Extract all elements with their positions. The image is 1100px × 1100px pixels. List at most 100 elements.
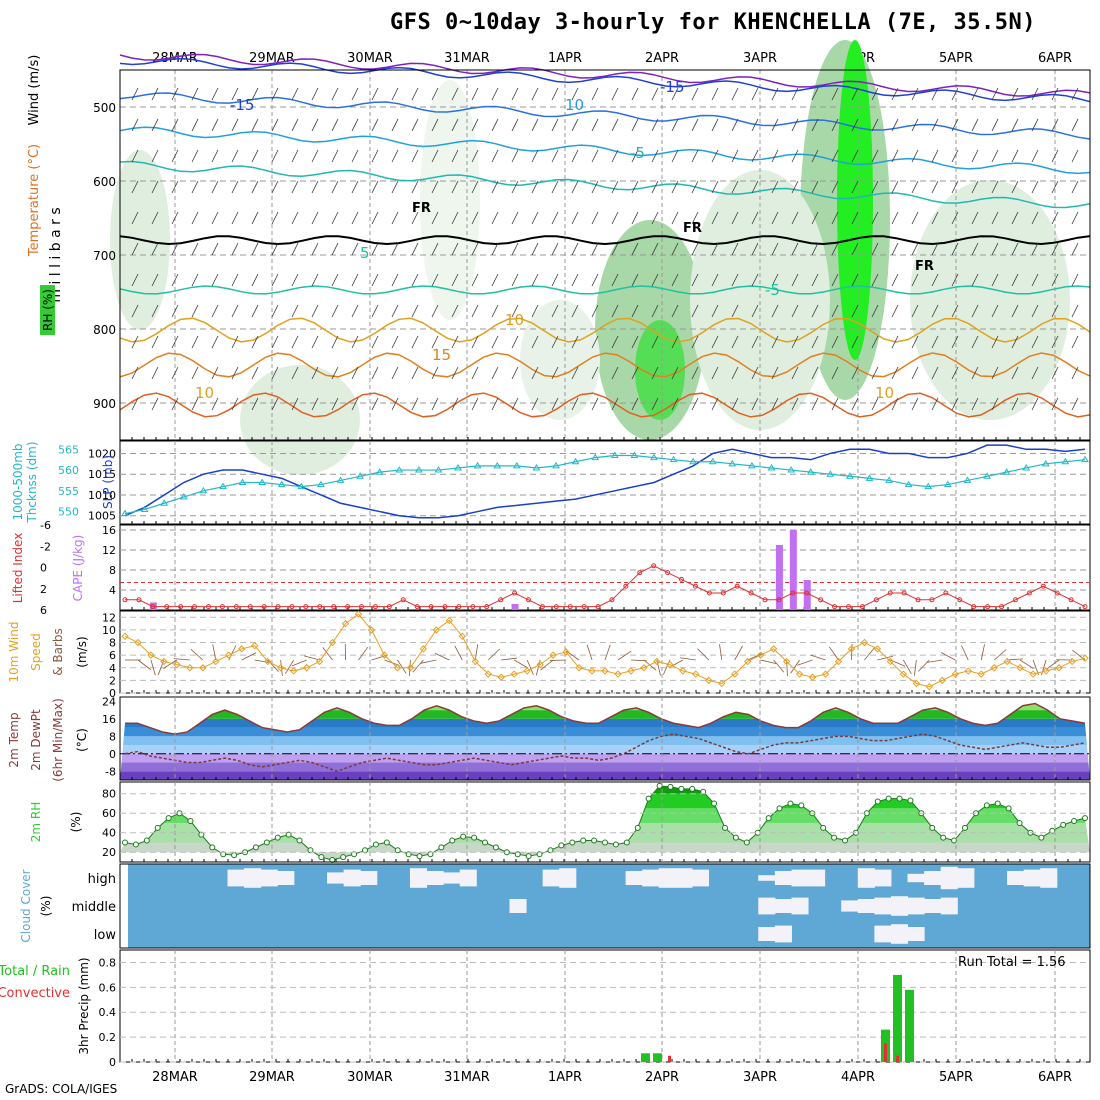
wind10m-barb bbox=[903, 659, 912, 675]
wind-barb bbox=[991, 87, 999, 101]
wind10m-marker bbox=[769, 645, 778, 653]
wind-barb bbox=[311, 149, 319, 163]
thickness-marker bbox=[924, 482, 933, 490]
lifted-index-marker bbox=[275, 604, 281, 610]
wind-barb bbox=[551, 366, 559, 380]
wind-barb bbox=[451, 87, 459, 101]
lifted-index-marker bbox=[484, 604, 490, 610]
wind-barb bbox=[591, 87, 599, 101]
rh-marker bbox=[656, 782, 663, 789]
lifted-index-line bbox=[125, 565, 1086, 608]
rh-shading bbox=[635, 320, 685, 420]
lifted-index-marker bbox=[122, 597, 128, 603]
wind-barb bbox=[231, 397, 239, 411]
wind-barb bbox=[991, 273, 999, 287]
wind-barb bbox=[531, 180, 539, 194]
wind-barb bbox=[811, 273, 819, 287]
wind-barb bbox=[551, 335, 559, 349]
wind-barb bbox=[311, 273, 319, 287]
wind-barb bbox=[611, 304, 619, 318]
rh-marker bbox=[1071, 818, 1078, 825]
wind-barb bbox=[411, 211, 419, 225]
wind-barb bbox=[1031, 242, 1039, 256]
wind-barb bbox=[871, 87, 879, 101]
cloud-gap-cell bbox=[1040, 868, 1058, 888]
rh-tick-label: 80 bbox=[102, 788, 116, 801]
wind-barb bbox=[931, 366, 939, 380]
wind10m-marker bbox=[523, 667, 531, 675]
rh-marker bbox=[612, 841, 619, 848]
wind-barb bbox=[131, 366, 139, 380]
lifted-index-marker bbox=[845, 604, 851, 610]
cape-bar bbox=[511, 604, 519, 610]
wind-barb bbox=[831, 180, 839, 194]
temperature-band bbox=[120, 736, 1090, 746]
wind-barb bbox=[991, 118, 999, 132]
wind-barb bbox=[271, 366, 279, 380]
wind10m-marker bbox=[419, 645, 428, 653]
wind-barb bbox=[411, 366, 419, 380]
wind10m-tick-label: 10 bbox=[102, 624, 116, 637]
wind-barb bbox=[911, 149, 919, 163]
wind-barb bbox=[231, 87, 239, 101]
wind-barb bbox=[491, 211, 499, 225]
wind-barb bbox=[191, 273, 199, 287]
wind-barb bbox=[1071, 149, 1079, 163]
precip-tick-label: 0.6 bbox=[99, 981, 117, 994]
rh-marker bbox=[263, 839, 270, 846]
wind-barb bbox=[411, 335, 419, 349]
wind-barb bbox=[211, 180, 219, 194]
temperature-band bbox=[120, 703, 1090, 711]
wind-barb bbox=[451, 211, 459, 225]
slp-tick-label: 1015 bbox=[88, 468, 116, 481]
wind-barb bbox=[651, 87, 659, 101]
lifted-index-marker bbox=[832, 604, 838, 610]
wind-barb bbox=[511, 180, 519, 194]
wind-barb bbox=[411, 242, 419, 256]
wind-barb bbox=[831, 149, 839, 163]
wind-barb bbox=[631, 242, 639, 256]
wind-barb bbox=[631, 304, 639, 318]
cloud-gap-cell bbox=[774, 899, 792, 913]
wind-barb bbox=[871, 335, 879, 349]
temperature-contour-label: 10 bbox=[505, 311, 524, 329]
wind-barb bbox=[751, 118, 759, 132]
rh-marker bbox=[372, 841, 379, 848]
thickness-marker bbox=[787, 466, 796, 473]
wind-barb bbox=[1071, 335, 1079, 349]
wind-barb bbox=[351, 304, 359, 318]
rh-unit-label: (%) bbox=[69, 812, 83, 833]
wind-barb bbox=[971, 397, 979, 411]
wind-barb bbox=[731, 211, 739, 225]
wind-barb bbox=[711, 118, 719, 132]
rh-marker bbox=[1049, 827, 1056, 834]
wind-barb bbox=[771, 180, 779, 194]
wind-barb bbox=[931, 242, 939, 256]
wind-barb bbox=[971, 366, 979, 380]
wind-barb bbox=[291, 242, 299, 256]
wind-barb bbox=[391, 273, 399, 287]
wind-barb bbox=[991, 149, 999, 163]
wind10m-barb bbox=[434, 652, 450, 661]
wind-barb bbox=[591, 180, 599, 194]
cloud-gap-cell bbox=[642, 869, 660, 887]
wind10m-marker bbox=[173, 660, 181, 669]
date-label-top: 31MAR bbox=[444, 51, 490, 66]
wind-barb bbox=[771, 211, 779, 225]
wind10m-marker bbox=[445, 616, 454, 625]
wind-barb bbox=[771, 366, 779, 380]
rh-band bbox=[120, 785, 1090, 794]
precip-tick-label: 0.4 bbox=[99, 1006, 117, 1019]
wind-barb bbox=[691, 397, 699, 411]
precip-convective-bar bbox=[896, 1055, 899, 1062]
rh-marker bbox=[405, 851, 412, 858]
wind10m-marker bbox=[393, 664, 402, 672]
wind-barb bbox=[371, 304, 379, 318]
cloud-gap-cell bbox=[542, 869, 560, 887]
cloud-gap-cell bbox=[625, 871, 643, 885]
wind-barb bbox=[151, 118, 159, 132]
temperature-contour bbox=[119, 57, 1091, 103]
rh-marker bbox=[558, 842, 565, 849]
wind-barb bbox=[231, 366, 239, 380]
thickness-marker bbox=[414, 466, 423, 473]
